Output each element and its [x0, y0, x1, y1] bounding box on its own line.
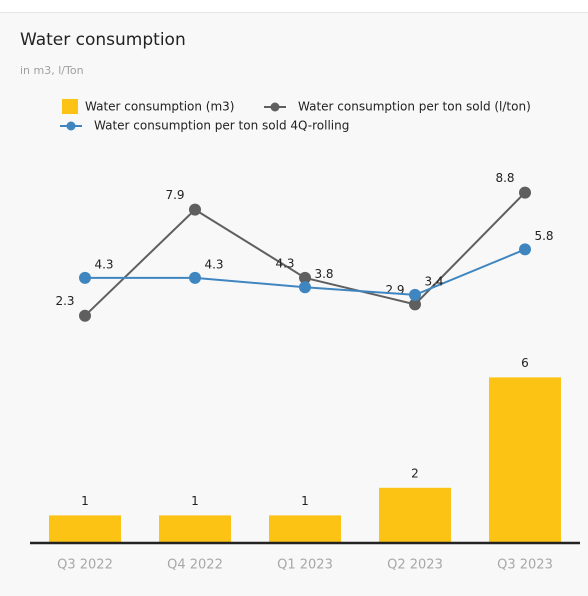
line-value-label: 5.8 — [534, 229, 553, 243]
bar-value-label: 1 — [81, 494, 89, 508]
bar — [159, 515, 231, 543]
line-point — [299, 271, 311, 284]
bar — [379, 487, 451, 543]
x-tick-label: Q4 2022 — [167, 558, 223, 573]
bar — [489, 377, 561, 543]
legend-dot — [66, 121, 76, 131]
line-point — [409, 298, 421, 311]
line-point — [519, 243, 531, 256]
x-tick-label: Q1 2023 — [277, 558, 333, 573]
line-point — [299, 281, 311, 294]
line-point — [189, 271, 201, 284]
x-tick-label: Q2 2023 — [387, 558, 443, 573]
line-point — [189, 203, 201, 216]
legend-swatch — [62, 99, 78, 114]
legend-label: Water consumption per ton sold (l/ton) — [298, 100, 531, 114]
line-value-label: 3.4 — [424, 274, 443, 288]
card-border — [0, 12, 588, 13]
line-value-label: 3.8 — [314, 267, 333, 281]
line-value-label: 4.3 — [94, 257, 113, 271]
bar-value-label: 6 — [521, 356, 529, 370]
x-tick-label: Q3 2023 — [497, 558, 553, 573]
bar-value-label: 1 — [301, 494, 309, 508]
line-value-label: 2.3 — [55, 294, 74, 308]
bar — [269, 515, 341, 543]
line-value-label: 4.3 — [204, 257, 223, 271]
legend-dot — [270, 102, 280, 112]
line-point — [409, 288, 421, 301]
line-value-label: 4.3 — [275, 256, 294, 270]
legend-label: Water consumption (m3) — [85, 100, 234, 114]
chart-subtitle: in m3, l/Ton — [20, 64, 84, 77]
line-point — [79, 309, 91, 322]
line-value-label: 8.8 — [495, 171, 514, 185]
x-tick-label: Q3 2022 — [57, 558, 113, 573]
line-point — [519, 186, 531, 199]
legend-label: Water consumption per ton sold 4Q-rollin… — [94, 119, 349, 133]
bar — [49, 515, 121, 543]
line-value-label: 7.9 — [165, 188, 184, 202]
bar-value-label: 2 — [411, 466, 419, 480]
line-point — [79, 271, 91, 284]
bar-value-label: 1 — [191, 494, 199, 508]
chart-title: Water consumption — [20, 30, 186, 50]
